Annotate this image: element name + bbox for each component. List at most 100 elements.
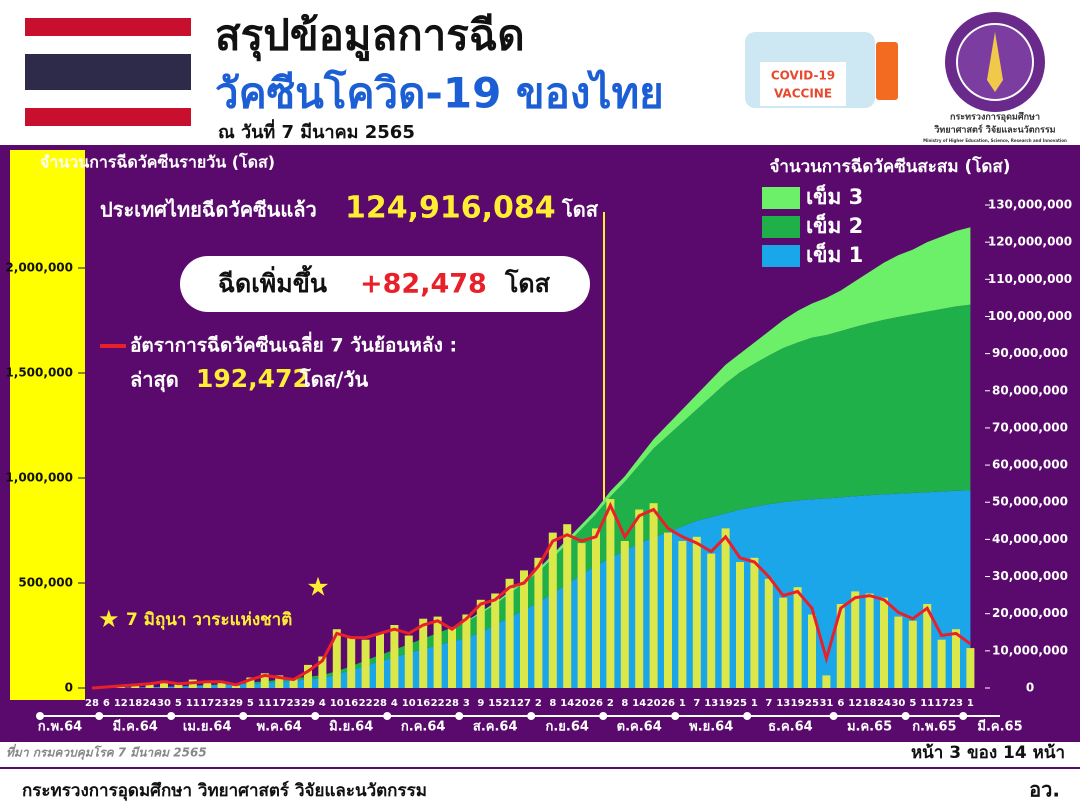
vaccine-icon: COVID-19 VACCINE xyxy=(745,32,898,108)
daily-bar xyxy=(462,614,471,688)
month-label: พ.ย.64 xyxy=(689,720,733,735)
daily-bar xyxy=(448,627,456,688)
y-tick-label: 1,000,000 xyxy=(5,471,73,485)
daily-bar xyxy=(692,536,701,688)
x-tick-label: 16 xyxy=(416,698,430,709)
x-tick-label: 5 xyxy=(909,698,916,709)
x-tick-label: 10 xyxy=(330,698,344,709)
month-label: ม.ค.65 xyxy=(847,720,892,735)
month-label: ก.ย.64 xyxy=(545,720,588,735)
x-tick-label: 2 xyxy=(535,698,542,709)
x-tick-label: 28 xyxy=(85,698,99,709)
daily-bar xyxy=(779,597,788,688)
daily-bar xyxy=(275,675,284,688)
daily-bar xyxy=(217,682,226,688)
daily-bar xyxy=(289,678,298,688)
x-tick-label: 9 xyxy=(477,698,484,709)
legend-swatch xyxy=(762,216,800,238)
annotation: 7 มิถุนา วาระแห่งชาติ xyxy=(126,610,292,630)
x-tick-label: 17 xyxy=(935,698,949,709)
x-tick-label: 4 xyxy=(391,698,398,709)
x-tick-label: 7 xyxy=(765,698,772,709)
daily-bar xyxy=(923,604,932,688)
x-tick-label: 10 xyxy=(402,698,416,709)
annotation: ฉีดเพิ่มขึ้น xyxy=(218,264,327,298)
x-tick-label: 16 xyxy=(344,698,358,709)
legend-label: เข็ม 1 xyxy=(806,241,863,267)
source: ที่มา กรมควบคุมโรค 7 มีนาคม 2565 xyxy=(6,744,207,761)
x-tick-label: 25 xyxy=(805,698,819,709)
daily-bar xyxy=(491,593,500,688)
daily-bar xyxy=(966,648,975,688)
x-tick-label: 27 xyxy=(517,698,531,709)
x-tick-label: 1 xyxy=(679,698,686,709)
x-tick-label: 30 xyxy=(157,698,171,709)
x-tick-label: 8 xyxy=(549,698,556,709)
vaccine-label: COVID-19 xyxy=(771,69,835,83)
x-tick-label: 6 xyxy=(103,698,110,709)
y-tick-label: 2,000,000 xyxy=(5,261,73,275)
x-tick-label: 19 xyxy=(719,698,733,709)
legend-swatch xyxy=(762,245,800,267)
x-tick-label: 17 xyxy=(272,698,286,709)
star: ★ xyxy=(98,605,120,633)
month-label: ก.ค.64 xyxy=(401,720,446,735)
daily-bar xyxy=(246,677,255,688)
daily-bar xyxy=(606,499,615,688)
daily-bar xyxy=(592,528,600,688)
daily-bar xyxy=(620,541,629,688)
x-tick-label: 22 xyxy=(431,698,445,709)
x-tick-label: 3 xyxy=(463,698,470,709)
y2-tick-label: 10,000,000 xyxy=(992,643,1068,657)
month-label: ต.ค.64 xyxy=(617,720,662,735)
x-tick-label: 18 xyxy=(863,698,877,709)
legend-swatch xyxy=(12,154,32,172)
daily-bar xyxy=(505,578,514,688)
daily-bar xyxy=(808,614,816,688)
x-tick-label: 30 xyxy=(891,698,905,709)
x-tick-label: 24 xyxy=(143,698,157,709)
x-tick-label: 12 xyxy=(848,698,862,709)
daily-bar xyxy=(548,532,557,688)
annotation: โดส/วัน xyxy=(299,368,368,392)
daily-bar xyxy=(649,503,658,688)
x-tick-label: 23 xyxy=(949,698,963,709)
subtitle: วัคซีนโควิด-19 ของไทย xyxy=(215,69,664,118)
vaccine-label: VACCINE xyxy=(774,87,832,101)
daily-bar xyxy=(937,639,946,688)
x-tick-label: 7 xyxy=(693,698,700,709)
legend-swatch xyxy=(762,187,800,209)
x-tick-label: 15 xyxy=(488,698,502,709)
y2-tick-label: 50,000,000 xyxy=(992,495,1068,509)
x-tick-label: 13 xyxy=(704,698,718,709)
daily-bar xyxy=(865,593,874,688)
x-tick-label: 8 xyxy=(621,698,628,709)
month-label: ก.พ.64 xyxy=(38,720,82,735)
average-line xyxy=(91,501,972,690)
daily-bar xyxy=(520,570,528,688)
y-axis-title: จำนวนการฉีดวัคซีนรายวัน (โดส) xyxy=(40,152,275,172)
daily-bar xyxy=(664,532,672,688)
legend-label: เข็ม 3 xyxy=(806,183,863,209)
legend-label: อัตราการฉีดวัคซีนเฉลี่ย 7 วันย้อนหลัง : xyxy=(130,332,457,357)
x-tick-label: 31 xyxy=(819,698,833,709)
x-tick-label: 23 xyxy=(287,698,301,709)
increase-box xyxy=(180,256,590,312)
title: สรุปข้อมูลการฉีด xyxy=(215,11,525,62)
daily-bar xyxy=(721,528,730,688)
daily-bar xyxy=(836,604,845,688)
month-label: มี.ค.65 xyxy=(977,719,1022,735)
daily-bar xyxy=(534,557,543,688)
y2-tick-label: 130,000,000 xyxy=(988,198,1072,212)
daily-bar xyxy=(908,620,917,688)
daily-bar xyxy=(577,543,586,688)
daily-bar xyxy=(793,587,802,688)
daily-bar xyxy=(707,553,716,688)
y2-tick-label: 40,000,000 xyxy=(992,532,1068,546)
y2-tick-label: 60,000,000 xyxy=(992,458,1068,472)
x-tick-label: 20 xyxy=(647,698,661,709)
daily-bar xyxy=(361,639,370,688)
date: ณ วันที่ 7 มีนาคม 2565 xyxy=(218,119,415,143)
month-label: มี.ค.64 xyxy=(113,719,158,735)
